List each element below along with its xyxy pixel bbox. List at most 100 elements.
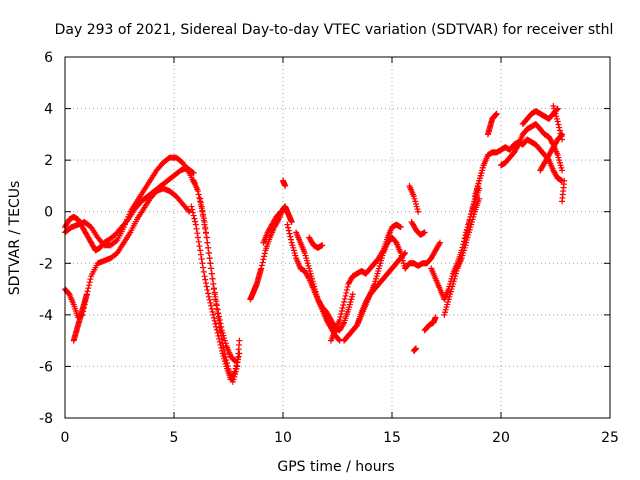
data-point [85, 285, 91, 291]
data-point [288, 237, 294, 243]
data-point [211, 285, 217, 291]
y-axis-label: SDTVAR / TECUs [7, 181, 23, 296]
y-tick-label: -2 [39, 256, 53, 272]
data-point [259, 262, 265, 268]
data-point [343, 290, 349, 296]
data-point [202, 273, 208, 279]
y-tick-label: -8 [39, 411, 53, 427]
data-point [210, 281, 216, 287]
data-point [196, 192, 202, 198]
data-point [340, 305, 346, 311]
series-arc-13 [306, 235, 325, 251]
data-point [206, 294, 212, 300]
y-tick-label: 0 [44, 205, 53, 221]
data-point [204, 287, 210, 293]
series-arc-9 [260, 206, 288, 246]
data-point [85, 288, 91, 294]
data-point [260, 256, 266, 262]
x-axis-label: GPS time / hours [277, 459, 394, 475]
data-point [205, 290, 211, 296]
data-points [62, 103, 567, 385]
data-point [236, 338, 242, 344]
series-arc-20 [411, 345, 419, 354]
data-point [86, 282, 92, 288]
data-point [207, 260, 213, 266]
data-point [194, 230, 200, 236]
series-arc-8 [247, 204, 294, 303]
data-point [344, 287, 350, 293]
data-point [87, 276, 93, 282]
data-point [201, 269, 207, 275]
x-tick-label: 10 [274, 430, 292, 446]
data-point [210, 276, 216, 282]
data-point [203, 280, 209, 286]
data-point [195, 235, 201, 241]
series-arc-10 [280, 178, 288, 189]
data-point [206, 250, 212, 256]
grid-lines [65, 57, 610, 418]
series-arc-26 [485, 111, 500, 138]
data-point [197, 247, 203, 253]
data-point [87, 279, 93, 285]
series-arc-23 [441, 196, 482, 318]
series-arc-3 [62, 186, 192, 321]
data-point [207, 297, 213, 303]
data-point [208, 265, 214, 271]
data-point [342, 293, 348, 299]
data-point [199, 260, 205, 266]
data-point [209, 271, 215, 277]
axis-ticks [65, 57, 610, 418]
y-tick-label: 2 [44, 153, 53, 169]
y-tick-label: -6 [39, 359, 53, 375]
data-point [555, 121, 561, 127]
series-arc-18 [406, 183, 421, 215]
data-point [199, 256, 205, 262]
data-point [285, 225, 291, 231]
data-point [192, 219, 198, 225]
data-point [556, 124, 562, 130]
data-point [198, 252, 204, 258]
series-arc-6 [191, 178, 243, 385]
data-point [260, 259, 266, 265]
series-arc-19 [409, 219, 428, 238]
x-tick-label: 20 [492, 430, 510, 446]
series-arc-11 [284, 222, 355, 334]
series-arc-21 [422, 314, 439, 333]
x-tick-label: 0 [61, 430, 70, 446]
x-tick-labels: 0 5 10 15 20 25 [61, 430, 619, 446]
y-tick-label: 6 [44, 50, 53, 66]
data-point [286, 228, 292, 234]
data-point [340, 302, 346, 308]
data-point [203, 229, 209, 235]
data-point [339, 308, 345, 314]
chart-title: Day 293 of 2021, Sidereal Day-to-day VTE… [55, 22, 614, 38]
data-point [337, 314, 343, 320]
data-point [196, 239, 202, 245]
data-point [194, 226, 200, 232]
x-tick-label: 15 [383, 430, 401, 446]
data-point [341, 299, 347, 305]
data-point [214, 302, 220, 308]
data-point [287, 231, 293, 237]
data-point [345, 284, 351, 290]
data-point [204, 240, 210, 246]
data-point [207, 255, 213, 261]
data-point [287, 234, 293, 240]
series-arc-2 [62, 165, 197, 254]
x-tick-label: 5 [170, 430, 179, 446]
y-tick-label: -4 [39, 308, 53, 324]
plot-frame [65, 57, 610, 418]
data-point [218, 320, 224, 326]
x-tick-label: 25 [601, 430, 619, 446]
data-point [262, 250, 268, 256]
data-point [202, 277, 208, 283]
data-point [204, 235, 210, 241]
data-point [205, 245, 211, 251]
y-tick-labels: -8 -6 -4 -2 0 2 4 6 [39, 50, 53, 427]
data-point [196, 195, 202, 201]
y-tick-label: 4 [44, 102, 53, 118]
data-point [261, 253, 267, 259]
data-point [191, 213, 197, 219]
data-point [193, 222, 199, 228]
data-point [200, 265, 206, 271]
